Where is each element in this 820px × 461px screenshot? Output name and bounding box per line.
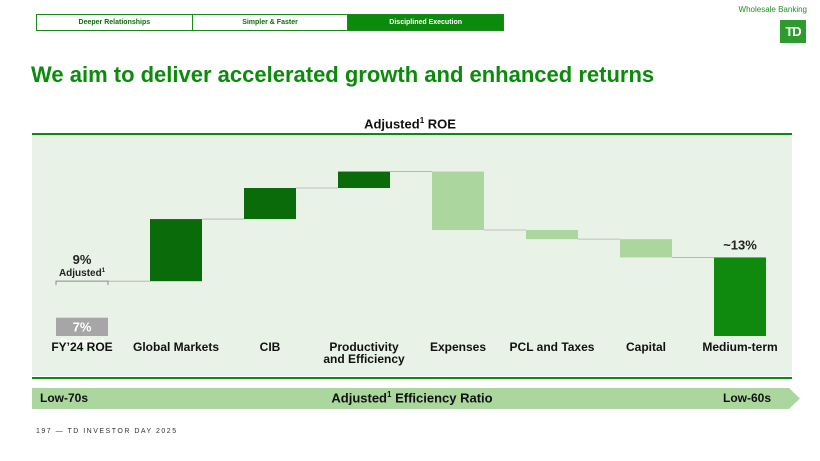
- td-logo: TD: [780, 20, 806, 43]
- bar-2-increase: [150, 219, 202, 282]
- bar-8-total: [714, 257, 766, 336]
- adjusted-value-label: 9%: [73, 252, 92, 267]
- bar-4-increase: [338, 171, 390, 188]
- chart-title-rule: [32, 133, 792, 135]
- reported-value-label: 7%: [73, 320, 92, 335]
- category-label-1: FY’24 ROE: [51, 340, 112, 354]
- category-label-6: PCL and Taxes: [510, 340, 595, 354]
- category-label-7: Capital: [626, 340, 666, 354]
- reported-text-label: Reported: [60, 338, 104, 349]
- bar-3-increase: [244, 187, 296, 220]
- category-label-4-line2: and Efficiency: [323, 352, 405, 366]
- page-title: We aim to deliver accelerated growth and…: [31, 62, 655, 87]
- chart-title: Adjusted1 ROE: [364, 116, 456, 132]
- pillar-tabs: Deeper Relationships Simpler & Faster Di…: [36, 14, 504, 31]
- footer: 197 — TD INVESTOR DAY 2025: [36, 428, 178, 435]
- chart-bottom-rule: [32, 377, 792, 379]
- section-label: Wholesale Banking: [738, 5, 807, 14]
- efficiency-end-label: Low-60s: [723, 391, 772, 405]
- category-label-3: CIB: [260, 340, 281, 354]
- adjusted-text-label: Adjusted1: [59, 268, 106, 279]
- category-label-5: Expenses: [430, 340, 486, 354]
- bar-1-base: [56, 317, 108, 336]
- efficiency-start-label: Low-70s: [40, 391, 89, 405]
- tab-simpler-faster[interactable]: Simpler & Faster: [192, 15, 349, 30]
- category-label-2: Global Markets: [133, 340, 219, 354]
- category-label-8: Medium-term: [702, 340, 777, 354]
- bar-7-decrease: [620, 239, 672, 258]
- category-label-4: Productivity: [329, 340, 399, 354]
- efficiency-title: Adjusted1 Efficiency Ratio: [331, 390, 493, 406]
- bar-5-decrease: [432, 171, 484, 231]
- efficiency-arrow-shape: [32, 388, 800, 409]
- efficiency-arrow: [32, 388, 800, 409]
- target-value-label: ~13%: [723, 237, 757, 252]
- adjusted-bracket: [55, 280, 109, 286]
- bar-6-decrease: [526, 230, 578, 240]
- tab-disciplined-execution[interactable]: Disciplined Execution: [348, 15, 504, 30]
- tab-deeper-relationships[interactable]: Deeper Relationships: [37, 15, 193, 30]
- adjusted-footnote-mark: 1: [102, 268, 106, 274]
